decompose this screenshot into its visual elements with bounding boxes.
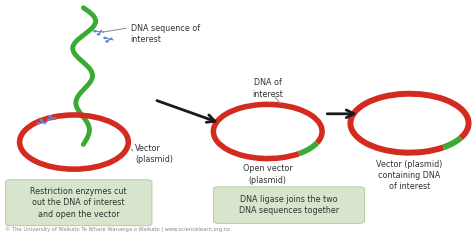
Text: DNA sequence of
interest: DNA sequence of interest (131, 24, 200, 44)
FancyBboxPatch shape (5, 180, 152, 226)
FancyBboxPatch shape (213, 187, 365, 223)
Text: Vector (plasmid)
containing DNA
of interest: Vector (plasmid) containing DNA of inter… (376, 160, 443, 191)
Text: Open vector
(plasmid): Open vector (plasmid) (243, 164, 292, 185)
Text: © The University of Waikato Te Whare Wananga o Waikato | www.sciencelearn.org.nz: © The University of Waikato Te Whare Wan… (5, 227, 230, 233)
Text: Vector
(plasmid): Vector (plasmid) (136, 144, 173, 164)
Text: DNA of
interest: DNA of interest (252, 78, 283, 99)
Text: Restriction enzymes cut
out the DNA of interest
and open the vector: Restriction enzymes cut out the DNA of i… (30, 187, 127, 219)
Text: DNA ligase joins the two
DNA sequences together: DNA ligase joins the two DNA sequences t… (239, 195, 339, 215)
